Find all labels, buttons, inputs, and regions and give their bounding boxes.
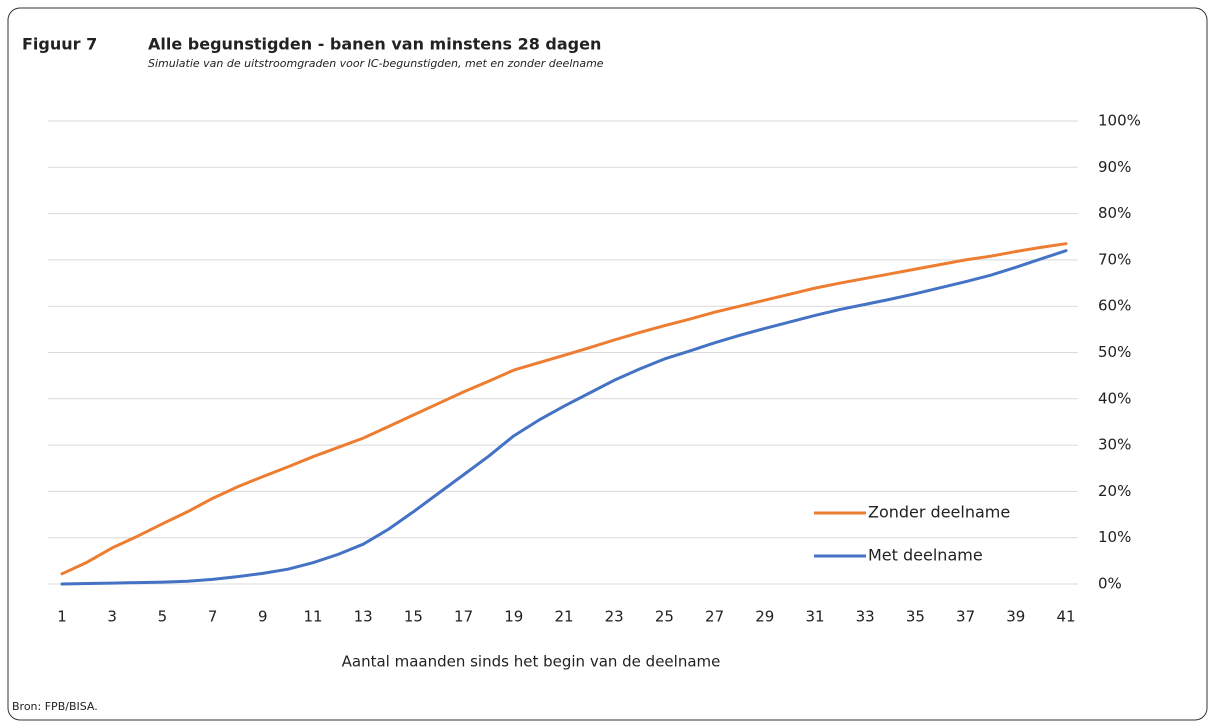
x-tick-label: 29 [755, 608, 774, 626]
y-tick-label: 0% [1098, 575, 1122, 593]
x-tick-label: 7 [208, 608, 218, 626]
series-line [60, 242, 1068, 576]
x-tick-label: 41 [1056, 608, 1075, 626]
y-tick-label: 70% [1098, 250, 1131, 268]
frame [7, 7, 1208, 721]
source: Bron: FPB/BISA. [12, 700, 98, 713]
x-tick-label: 11 [303, 608, 322, 626]
x-tick-label: 19 [504, 608, 523, 626]
x-tick-label: 25 [655, 608, 674, 626]
chart-title: Alle begunstigden - banen van minstens 2… [148, 35, 601, 54]
y-tick-label: 20% [1098, 482, 1131, 500]
y-tick-label: 90% [1098, 158, 1131, 176]
x-tick-label: 17 [454, 608, 473, 626]
y-tick-label: 60% [1098, 297, 1131, 315]
x-tick-label: 3 [107, 608, 117, 626]
x-tick-label: 15 [404, 608, 423, 626]
x-tick-label: 33 [856, 608, 875, 626]
series-line [60, 249, 1068, 586]
legend-label: Met deelname [868, 546, 983, 565]
x-tick-label: 35 [906, 608, 925, 626]
x-tick-label: 27 [705, 608, 724, 626]
x-tick-label: 21 [554, 608, 573, 626]
y-tick-label: 50% [1098, 343, 1131, 361]
x-tick-label: 5 [158, 608, 168, 626]
x-tick-label: 37 [956, 608, 975, 626]
y-tick-label: 80% [1098, 204, 1131, 222]
x-tick-label: 13 [354, 608, 373, 626]
x-tick-label: 23 [605, 608, 624, 626]
y-tick-label: 100% [1098, 112, 1141, 130]
y-tick-label: 40% [1098, 389, 1131, 407]
chart-subtitle: Simulatie van de uitstroomgraden voor IC… [148, 57, 604, 70]
x-tick-label: 39 [1006, 608, 1025, 626]
y-tick-label: 30% [1098, 436, 1131, 454]
figure-label: Figuur 7 [22, 35, 97, 54]
x-axis-label: Aantal maanden sinds het begin van de de… [342, 653, 721, 671]
x-tick-label: 9 [258, 608, 268, 626]
legend-label: Zonder deelname [868, 503, 1010, 522]
x-tick-label: 1 [57, 608, 67, 626]
y-tick-label: 10% [1098, 528, 1131, 546]
x-tick-label: 31 [805, 608, 824, 626]
